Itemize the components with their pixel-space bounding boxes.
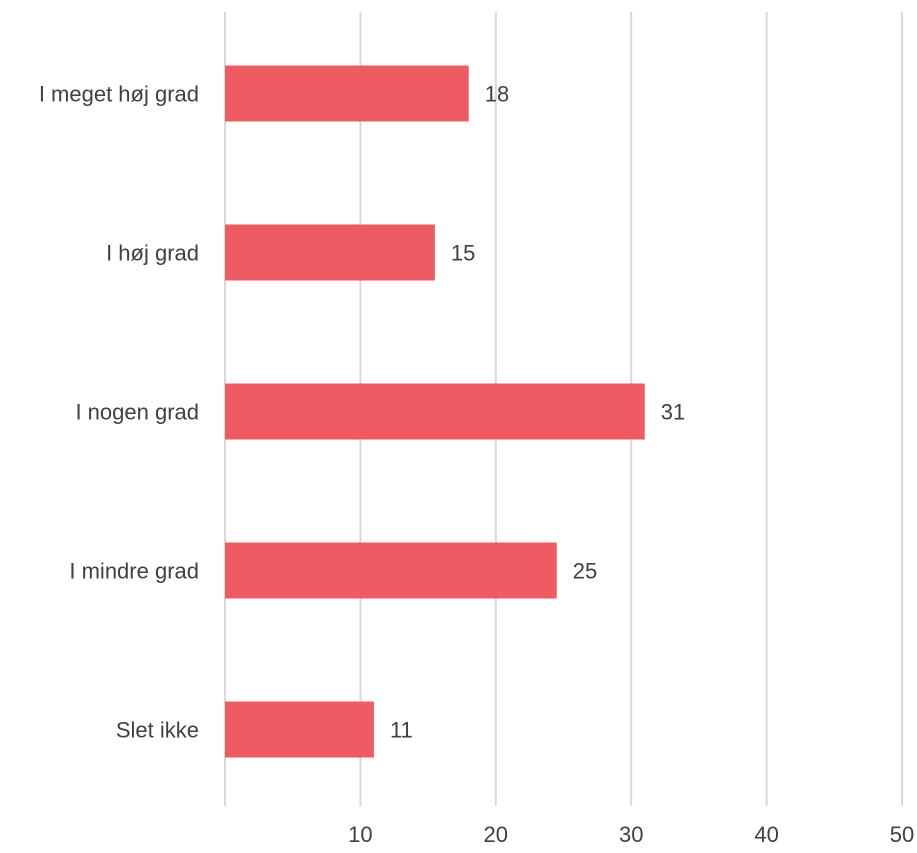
x-tick-label: 30 xyxy=(619,822,643,847)
x-tick-label: 10 xyxy=(348,822,372,847)
x-tick-label: 50 xyxy=(890,822,914,847)
bar xyxy=(225,65,469,122)
x-tick-label: 40 xyxy=(754,822,778,847)
bar xyxy=(225,383,645,440)
data-label: 15 xyxy=(451,241,475,266)
x-tick-label: 20 xyxy=(484,822,508,847)
bar xyxy=(225,542,557,599)
data-labels: 18 15 31 25 11 xyxy=(390,82,685,743)
category-label: Slet ikke xyxy=(116,718,199,743)
data-label: 25 xyxy=(573,559,597,584)
data-label: 31 xyxy=(661,400,685,425)
bar xyxy=(225,701,374,758)
data-label: 18 xyxy=(485,82,509,107)
bars xyxy=(225,65,645,758)
category-label: I meget høj grad xyxy=(39,82,199,107)
category-label: I nogen grad xyxy=(75,400,199,425)
x-axis-tick-labels: 10 20 30 40 50 xyxy=(348,822,914,847)
category-labels: I meget høj grad I høj grad I nogen grad I … xyxy=(39,82,199,743)
category-label: I høj grad xyxy=(106,241,199,266)
category-label: I mindre grad xyxy=(69,559,199,584)
bar xyxy=(225,224,435,281)
data-label: 11 xyxy=(390,718,413,743)
